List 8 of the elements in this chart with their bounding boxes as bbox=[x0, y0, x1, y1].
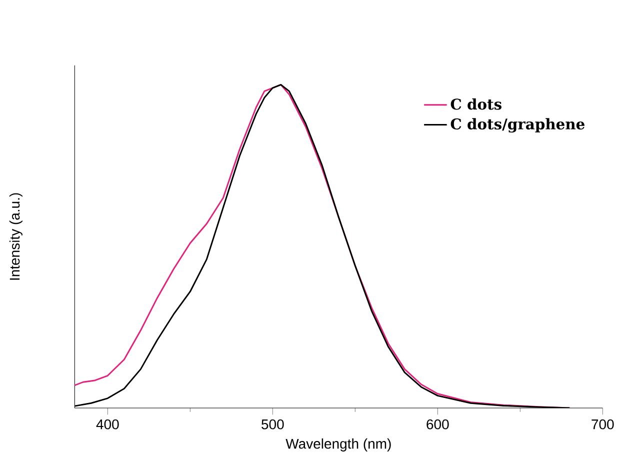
x-tick-label: 600 bbox=[426, 419, 449, 430]
y-axis-title: Intensity (a.u.) bbox=[9, 193, 22, 280]
x-tick-label: 700 bbox=[592, 419, 614, 430]
x-tick-label: 500 bbox=[262, 419, 284, 430]
legend-label: C dots bbox=[450, 98, 502, 110]
legend-label: C dots/graphene bbox=[450, 118, 584, 133]
x-axis-title: Wavelength (nm) bbox=[286, 438, 391, 452]
x-tick-label: 400 bbox=[96, 419, 119, 430]
